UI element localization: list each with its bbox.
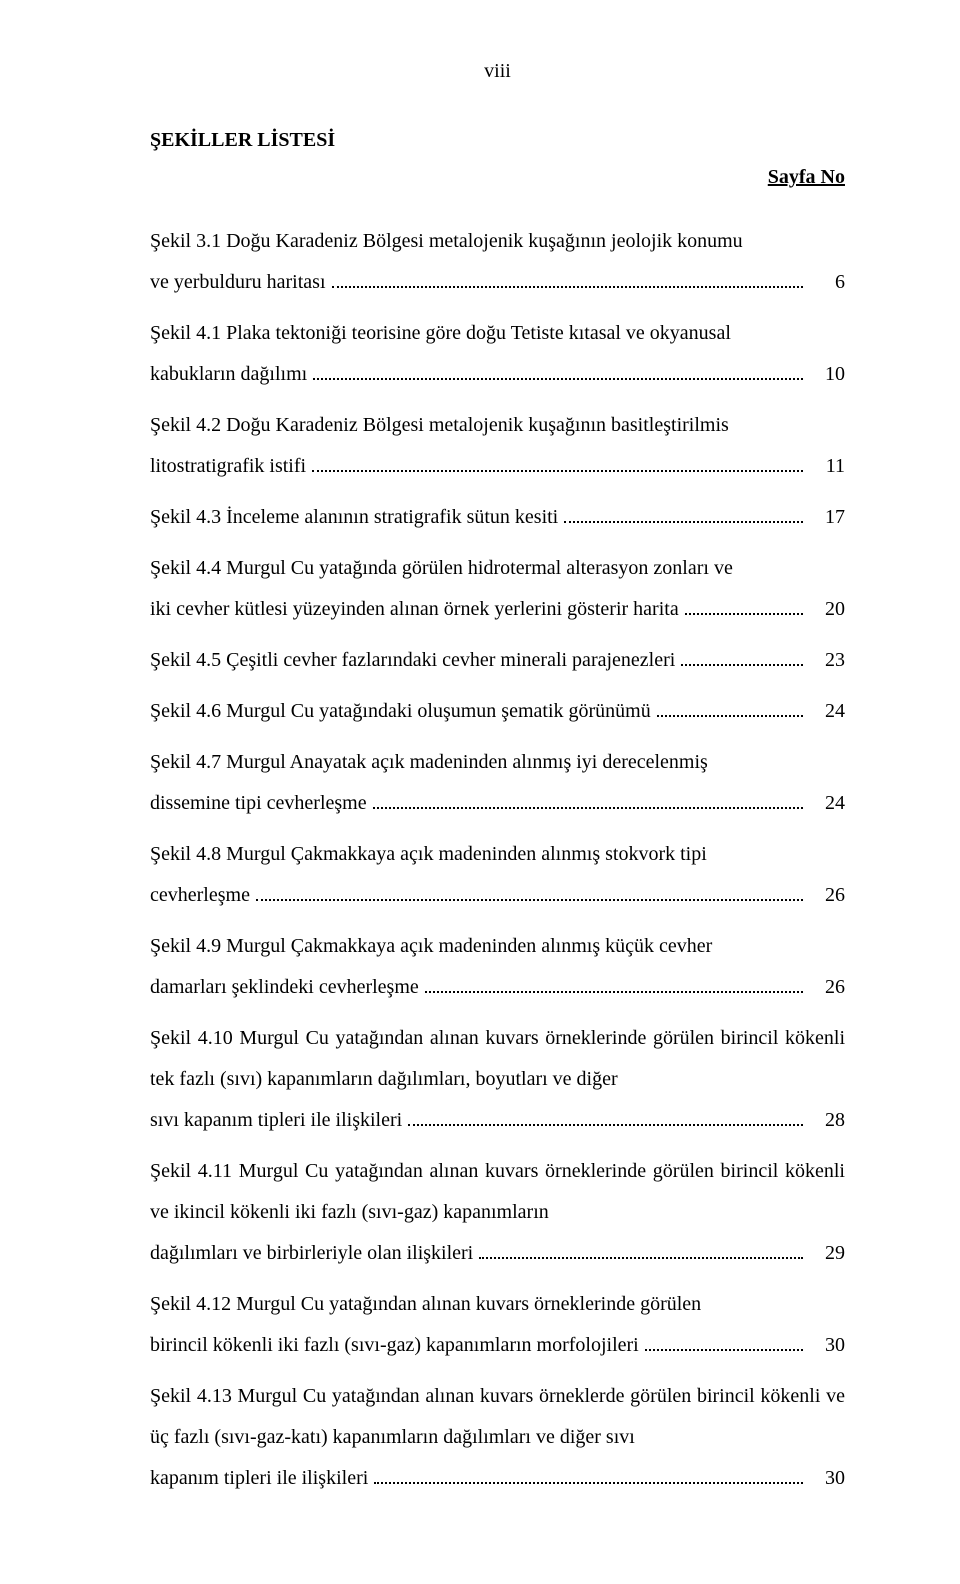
entry-last-line: iki cevher kütlesi yüzeyinden alınan örn… [150,589,845,630]
page-number: 24 [809,783,845,824]
leader-dots [312,452,803,472]
column-heading: Sayfa No [150,166,845,189]
page-number: 26 [809,875,845,916]
entry-last-line: Şekil 4.5 Çeşitli cevher fazlarındaki ce… [150,640,845,681]
page-number: 6 [809,262,845,303]
leader-dots [681,646,803,666]
entry-last-text: dissemine tipi cevherleşme [150,783,367,824]
page-number: 23 [809,640,845,681]
entry-last-text: damarları şeklindeki cevherleşme [150,967,419,1008]
entry-last-line: birincil kökenli iki fazlı (sıvı-gaz) ka… [150,1325,845,1366]
figure-entry: Şekil 4.11 Murgul Cu yatağından alınan k… [150,1151,845,1274]
figure-entry: Şekil 4.5 Çeşitli cevher fazlarındaki ce… [150,640,845,681]
leader-dots [332,268,804,288]
figure-entry: Şekil 4.8 Murgul Çakmakkaya açık madenin… [150,834,845,916]
leader-dots [408,1106,803,1126]
figure-entry: Şekil 4.4 Murgul Cu yatağında görülen hi… [150,548,845,630]
page-number: 10 [809,354,845,395]
entry-body-text: Şekil 4.2 Doğu Karadeniz Bölgesi metaloj… [150,405,845,446]
entry-body-text: Şekil 4.8 Murgul Çakmakkaya açık madenin… [150,834,845,875]
entry-last-text: ve yerbulduru haritası [150,262,326,303]
page-number: 20 [809,589,845,630]
entry-body-text: Şekil 4.10 Murgul Cu yatağından alınan k… [150,1018,845,1100]
leader-dots [313,360,803,380]
page-number: 28 [809,1100,845,1141]
page-number: 29 [809,1233,845,1274]
entry-body-text: Şekil 4.7 Murgul Anayatak açık madeninde… [150,742,845,783]
entry-last-text: kabukların dağılımı [150,354,307,395]
leader-dots [256,881,803,901]
entry-last-text: Şekil 4.6 Murgul Cu yatağındaki oluşumun… [150,691,651,732]
figure-entry: Şekil 4.13 Murgul Cu yatağından alınan k… [150,1376,845,1499]
entry-last-line: damarları şeklindeki cevherleşme 26 [150,967,845,1008]
figure-entry: Şekil 4.2 Doğu Karadeniz Bölgesi metaloj… [150,405,845,487]
entry-last-line: dissemine tipi cevherleşme 24 [150,783,845,824]
entry-body-text: Şekil 3.1 Doğu Karadeniz Bölgesi metaloj… [150,221,845,262]
entry-last-text: litostratigrafik istifi [150,446,306,487]
list-heading: ŞEKİLLER LİSTESİ [150,129,845,152]
entry-body-text: Şekil 4.9 Murgul Çakmakkaya açık madenin… [150,926,845,967]
entry-last-line: dağılımları ve birbirleriyle olan ilişki… [150,1233,845,1274]
page-number: 30 [809,1325,845,1366]
entry-last-text: dağılımları ve birbirleriyle olan ilişki… [150,1233,473,1274]
entry-last-line: ve yerbulduru haritası 6 [150,262,845,303]
entry-last-line: Şekil 4.6 Murgul Cu yatağındaki oluşumun… [150,691,845,732]
page-number: 26 [809,967,845,1008]
entry-body-text: Şekil 4.4 Murgul Cu yatağında görülen hi… [150,548,845,589]
entry-last-text: iki cevher kütlesi yüzeyinden alınan örn… [150,589,679,630]
figure-entry: Şekil 4.3 İnceleme alanının stratigrafik… [150,497,845,538]
entry-last-text: Şekil 4.3 İnceleme alanının stratigrafik… [150,497,558,538]
entry-last-line: sıvı kapanım tipleri ile ilişkileri 28 [150,1100,845,1141]
page-number: 17 [809,497,845,538]
entry-body-text: Şekil 4.13 Murgul Cu yatağından alınan k… [150,1376,845,1458]
figure-entry: Şekil 4.6 Murgul Cu yatağındaki oluşumun… [150,691,845,732]
figure-entry: Şekil 4.1 Plaka tektoniği teorisine göre… [150,313,845,395]
entry-last-text: cevherleşme [150,875,250,916]
entry-body-text: Şekil 4.11 Murgul Cu yatağından alınan k… [150,1151,845,1233]
page-marker: viii [150,60,845,83]
entry-body-text: Şekil 4.12 Murgul Cu yatağından alınan k… [150,1284,845,1325]
leader-dots [425,973,803,993]
entry-last-text: sıvı kapanım tipleri ile ilişkileri [150,1100,402,1141]
figure-entry: Şekil 4.12 Murgul Cu yatağından alınan k… [150,1284,845,1366]
document-page: viii ŞEKİLLER LİSTESİ Sayfa No Şekil 3.1… [0,0,960,1584]
page-number: 11 [809,446,845,487]
figure-entry: Şekil 4.10 Murgul Cu yatağından alınan k… [150,1018,845,1141]
figure-entry: Şekil 4.7 Murgul Anayatak açık madeninde… [150,742,845,824]
entry-last-line: Şekil 4.3 İnceleme alanının stratigrafik… [150,497,845,538]
figure-entry: Şekil 4.9 Murgul Çakmakkaya açık madenin… [150,926,845,1008]
page-number: 24 [809,691,845,732]
leader-dots [657,697,803,717]
figure-entry: Şekil 3.1 Doğu Karadeniz Bölgesi metaloj… [150,221,845,303]
leader-dots [564,503,803,523]
page-number: 30 [809,1458,845,1499]
leader-dots [374,1464,803,1484]
entry-last-line: kapanım tipleri ile ilişkileri 30 [150,1458,845,1499]
leader-dots [645,1331,803,1351]
leader-dots [685,595,803,615]
entry-last-text: kapanım tipleri ile ilişkileri [150,1458,368,1499]
entry-last-line: cevherleşme 26 [150,875,845,916]
leader-dots [479,1239,803,1259]
figure-list: Şekil 3.1 Doğu Karadeniz Bölgesi metaloj… [150,221,845,1499]
entry-last-text: birincil kökenli iki fazlı (sıvı-gaz) ka… [150,1325,639,1366]
entry-last-line: kabukların dağılımı 10 [150,354,845,395]
entry-body-text: Şekil 4.1 Plaka tektoniği teorisine göre… [150,313,845,354]
leader-dots [373,789,803,809]
entry-last-text: Şekil 4.5 Çeşitli cevher fazlarındaki ce… [150,640,675,681]
entry-last-line: litostratigrafik istifi 11 [150,446,845,487]
